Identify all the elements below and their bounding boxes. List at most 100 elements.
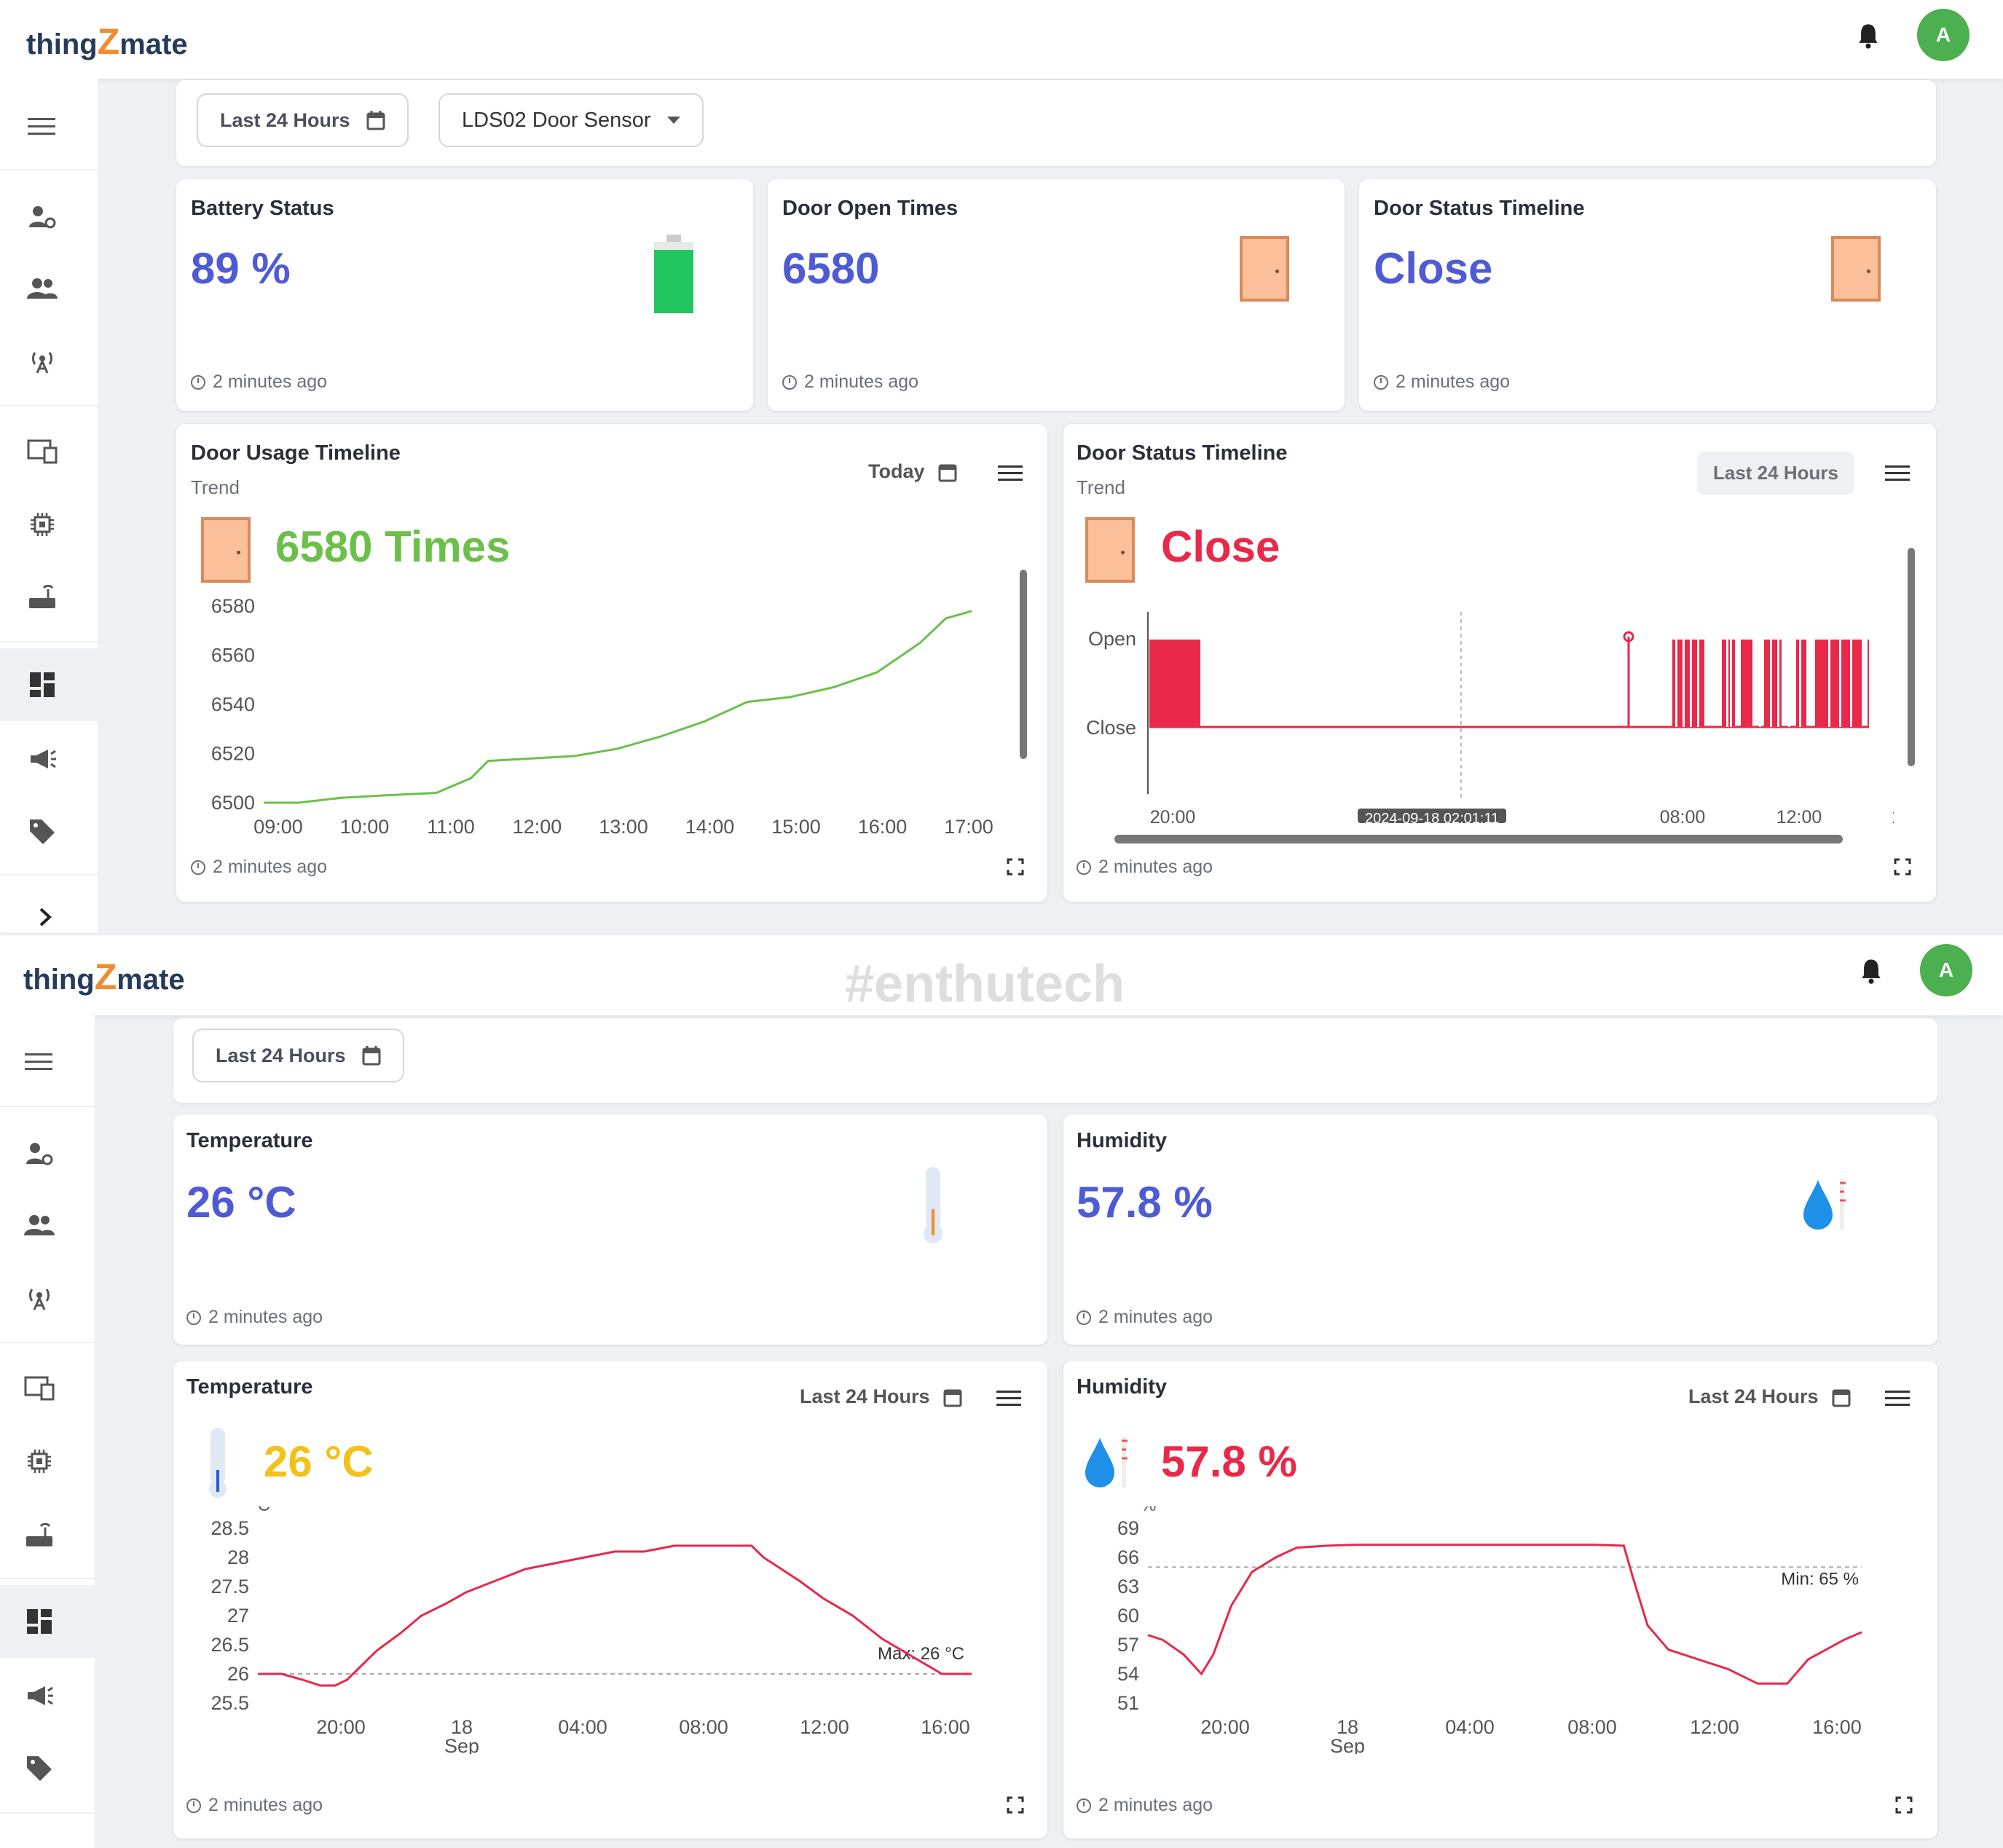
users-icon[interactable] [22, 268, 63, 309]
fullscreen-icon[interactable] [1007, 1796, 1024, 1814]
dashboard-icon[interactable] [19, 1601, 60, 1642]
humidity-headline: 57.8 % [1161, 1437, 1297, 1486]
card-title: Door Usage Timeline [191, 441, 401, 465]
y-tick-label: 60 [1117, 1605, 1139, 1627]
y-tick-label: 27 [227, 1605, 249, 1627]
x-tick-label: 12:00 [1776, 807, 1822, 827]
tag-icon[interactable] [19, 1748, 60, 1789]
watermark: #enthutech [845, 955, 1125, 1013]
x-tick-label: 20:00 [1200, 1716, 1250, 1738]
threshold-label: Min: 65 % [1781, 1569, 1859, 1589]
door-open-times-value: 6580 [782, 244, 880, 293]
scrollbar[interactable] [1017, 533, 1028, 795]
y-tick-label: 69 [1117, 1517, 1139, 1539]
notification-bell-icon[interactable] [1856, 22, 1881, 50]
y-tick-label: 26.5 [210, 1634, 249, 1656]
sidebar-divider [0, 169, 98, 170]
tooltip-date: 2024-09-18 02:01:11 [1358, 809, 1507, 823]
horizontal-scrollbar[interactable] [1088, 832, 1860, 846]
expand-sidebar-chevron-icon[interactable] [36, 906, 54, 928]
clock-icon [1077, 860, 1091, 875]
clock-icon [186, 1310, 201, 1325]
chip-icon[interactable] [19, 1441, 60, 1482]
user-avatar[interactable]: A [1920, 944, 1972, 996]
y-tick-label: 66 [1117, 1546, 1139, 1568]
battery-status-card: Battery Status 89 % 2 minutes ago [176, 179, 753, 411]
users-icon[interactable] [19, 1205, 60, 1246]
last-updated: 2 minutes ago [186, 1307, 323, 1328]
range-selector[interactable]: Last 24 Hours [1688, 1385, 1851, 1408]
x-tick-label: 08:00 [1660, 807, 1706, 827]
water-drop-icon [1803, 1179, 1846, 1230]
card-title: Door Status Timeline [1077, 441, 1288, 465]
range-button[interactable]: Last 24 Hours [1697, 452, 1854, 495]
x-tick-label: 15:00 [771, 816, 821, 836]
fullscreen-icon[interactable] [1894, 858, 1911, 876]
water-drop-icon [1085, 1436, 1128, 1487]
date-range-picker[interactable]: Last 24 Hours [192, 1029, 404, 1082]
y-tick-label: 6540 [211, 693, 255, 715]
router-icon[interactable] [19, 1515, 60, 1556]
y-tick-label: 28.5 [210, 1517, 249, 1539]
chip-icon[interactable] [22, 504, 63, 545]
fullscreen-icon[interactable] [1007, 858, 1024, 876]
announcement-icon[interactable] [19, 1675, 60, 1716]
card-title: Battery Status [191, 197, 334, 220]
menu-toggle-icon[interactable] [25, 1052, 52, 1072]
gap-mark [1675, 640, 1677, 727]
range-selector[interactable]: Today [868, 460, 957, 483]
clock-icon [782, 374, 797, 390]
user-avatar[interactable]: A [1917, 9, 1969, 61]
antenna-icon[interactable] [22, 341, 63, 382]
gap-mark [1690, 640, 1692, 727]
range-selector[interactable]: Last 24 Hours [800, 1385, 962, 1408]
door-usage-chart-card: Door Usage Timeline Trend Today 6580 Tim… [176, 424, 1047, 902]
vertical-scrollbar[interactable] [1905, 533, 1917, 795]
calendar-icon [943, 1389, 962, 1407]
y-tick-label: Open [1088, 628, 1136, 650]
x-tick-label: 08:00 [679, 1716, 728, 1738]
antenna-icon[interactable] [19, 1278, 60, 1318]
humidity-value: 57.8 % [1077, 1178, 1213, 1227]
y-tick-label: 27.5 [210, 1576, 249, 1597]
battery-icon [654, 235, 693, 313]
door-status-timeline-chart: Open Close 20:00 08:00 12:00 16:00 [1086, 612, 1894, 827]
announcement-icon[interactable] [22, 739, 63, 779]
card-title: Temperature [186, 1375, 313, 1399]
sidebar-divider [0, 874, 98, 876]
gap-mark [1683, 640, 1685, 727]
chart-menu-icon[interactable] [996, 1390, 1021, 1407]
date-range-picker[interactable]: Last 24 Hours [197, 93, 409, 147]
user-settings-icon[interactable] [19, 1133, 60, 1174]
chart-menu-icon[interactable] [1885, 1390, 1910, 1407]
devices-icon[interactable] [19, 1368, 60, 1409]
open-period-bar [1868, 640, 1869, 727]
door-icon [1085, 517, 1135, 583]
dashboard-icon[interactable] [22, 664, 63, 705]
y-tick-label: 63 [1117, 1576, 1139, 1597]
y-tick-label: 6500 [211, 792, 255, 814]
chart-menu-icon[interactable] [998, 465, 1023, 482]
tag-icon[interactable] [22, 811, 63, 852]
app-logo[interactable]: thingZmate [26, 21, 188, 62]
open-period-bar [1149, 640, 1200, 727]
y-tick-label: 6520 [211, 743, 255, 765]
gap-mark [1777, 640, 1779, 727]
x-tick-label: Sep [1330, 1735, 1365, 1754]
door-open-times-card: Door Open Times 6580 2 minutes ago [768, 179, 1345, 411]
x-tick-label: 12:00 [800, 1716, 849, 1738]
router-icon[interactable] [22, 577, 63, 618]
fullscreen-icon[interactable] [1895, 1796, 1913, 1814]
y-tick-label: 25.5 [210, 1692, 249, 1714]
device-select[interactable]: LDS02 Door Sensor [438, 93, 704, 147]
chart-menu-icon[interactable] [1885, 465, 1910, 482]
menu-toggle-icon[interactable] [28, 117, 55, 137]
devices-icon[interactable] [22, 431, 63, 472]
x-tick-label: 11:00 [427, 816, 475, 836]
user-settings-icon[interactable] [22, 197, 63, 237]
notification-bell-icon[interactable] [1859, 957, 1884, 985]
x-tick-label: 16:00 [1892, 807, 1894, 827]
card-title: Humidity [1077, 1129, 1168, 1152]
app-logo[interactable]: thingZmate [23, 956, 185, 997]
